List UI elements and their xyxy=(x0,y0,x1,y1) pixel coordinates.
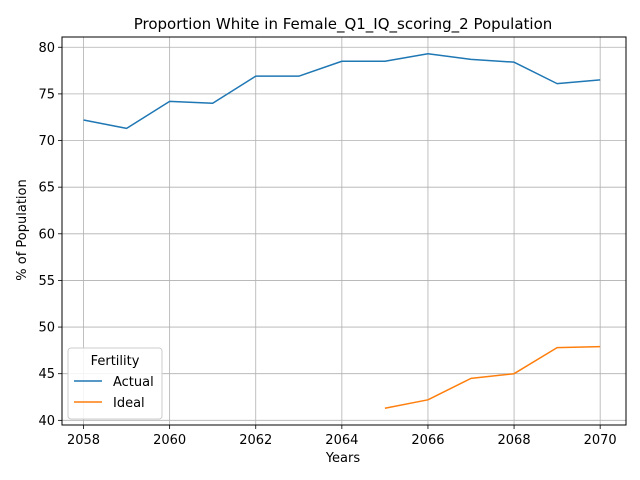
y-tick-label: 70 xyxy=(38,134,55,149)
x-tick-label: 2064 xyxy=(325,433,358,448)
y-tick-label: 50 xyxy=(38,321,55,336)
x-tick-label: 2058 xyxy=(67,433,100,448)
series-line-ideal xyxy=(384,345,601,409)
y-tick-label: 65 xyxy=(38,181,55,196)
chart-title: Proportion White in Female_Q1_IQ_scoring… xyxy=(134,15,553,34)
x-tick-label: 2066 xyxy=(411,433,444,448)
x-tick-label: 2062 xyxy=(239,433,272,448)
y-axis: 40 45 50 55 60 65 70 75 80 xyxy=(38,41,62,429)
legend-title: Fertility xyxy=(91,354,140,369)
plot-frame xyxy=(61,36,627,426)
x-tick-label: 2068 xyxy=(498,433,531,448)
series-lines xyxy=(83,53,601,409)
legend: Fertility Actual Ideal xyxy=(67,347,163,420)
x-axis: 2058 2060 2062 2064 2066 2068 2070 xyxy=(67,425,617,448)
y-tick-label: 40 xyxy=(38,414,55,429)
legend-label-actual: Actual xyxy=(113,375,154,390)
grid xyxy=(62,37,626,425)
legend-label-ideal: Ideal xyxy=(113,396,145,411)
series-line-actual xyxy=(83,53,601,130)
y-tick-label: 80 xyxy=(38,41,55,56)
y-tick-label: 75 xyxy=(38,87,55,102)
y-axis-label: % of Population xyxy=(15,179,30,280)
y-tick-label: 60 xyxy=(38,227,55,242)
x-tick-label: 2060 xyxy=(153,433,186,448)
x-tick-label: 2070 xyxy=(584,433,617,448)
y-tick-label: 55 xyxy=(38,274,55,289)
x-axis-label: Years xyxy=(325,451,361,466)
y-tick-label: 45 xyxy=(38,367,55,382)
